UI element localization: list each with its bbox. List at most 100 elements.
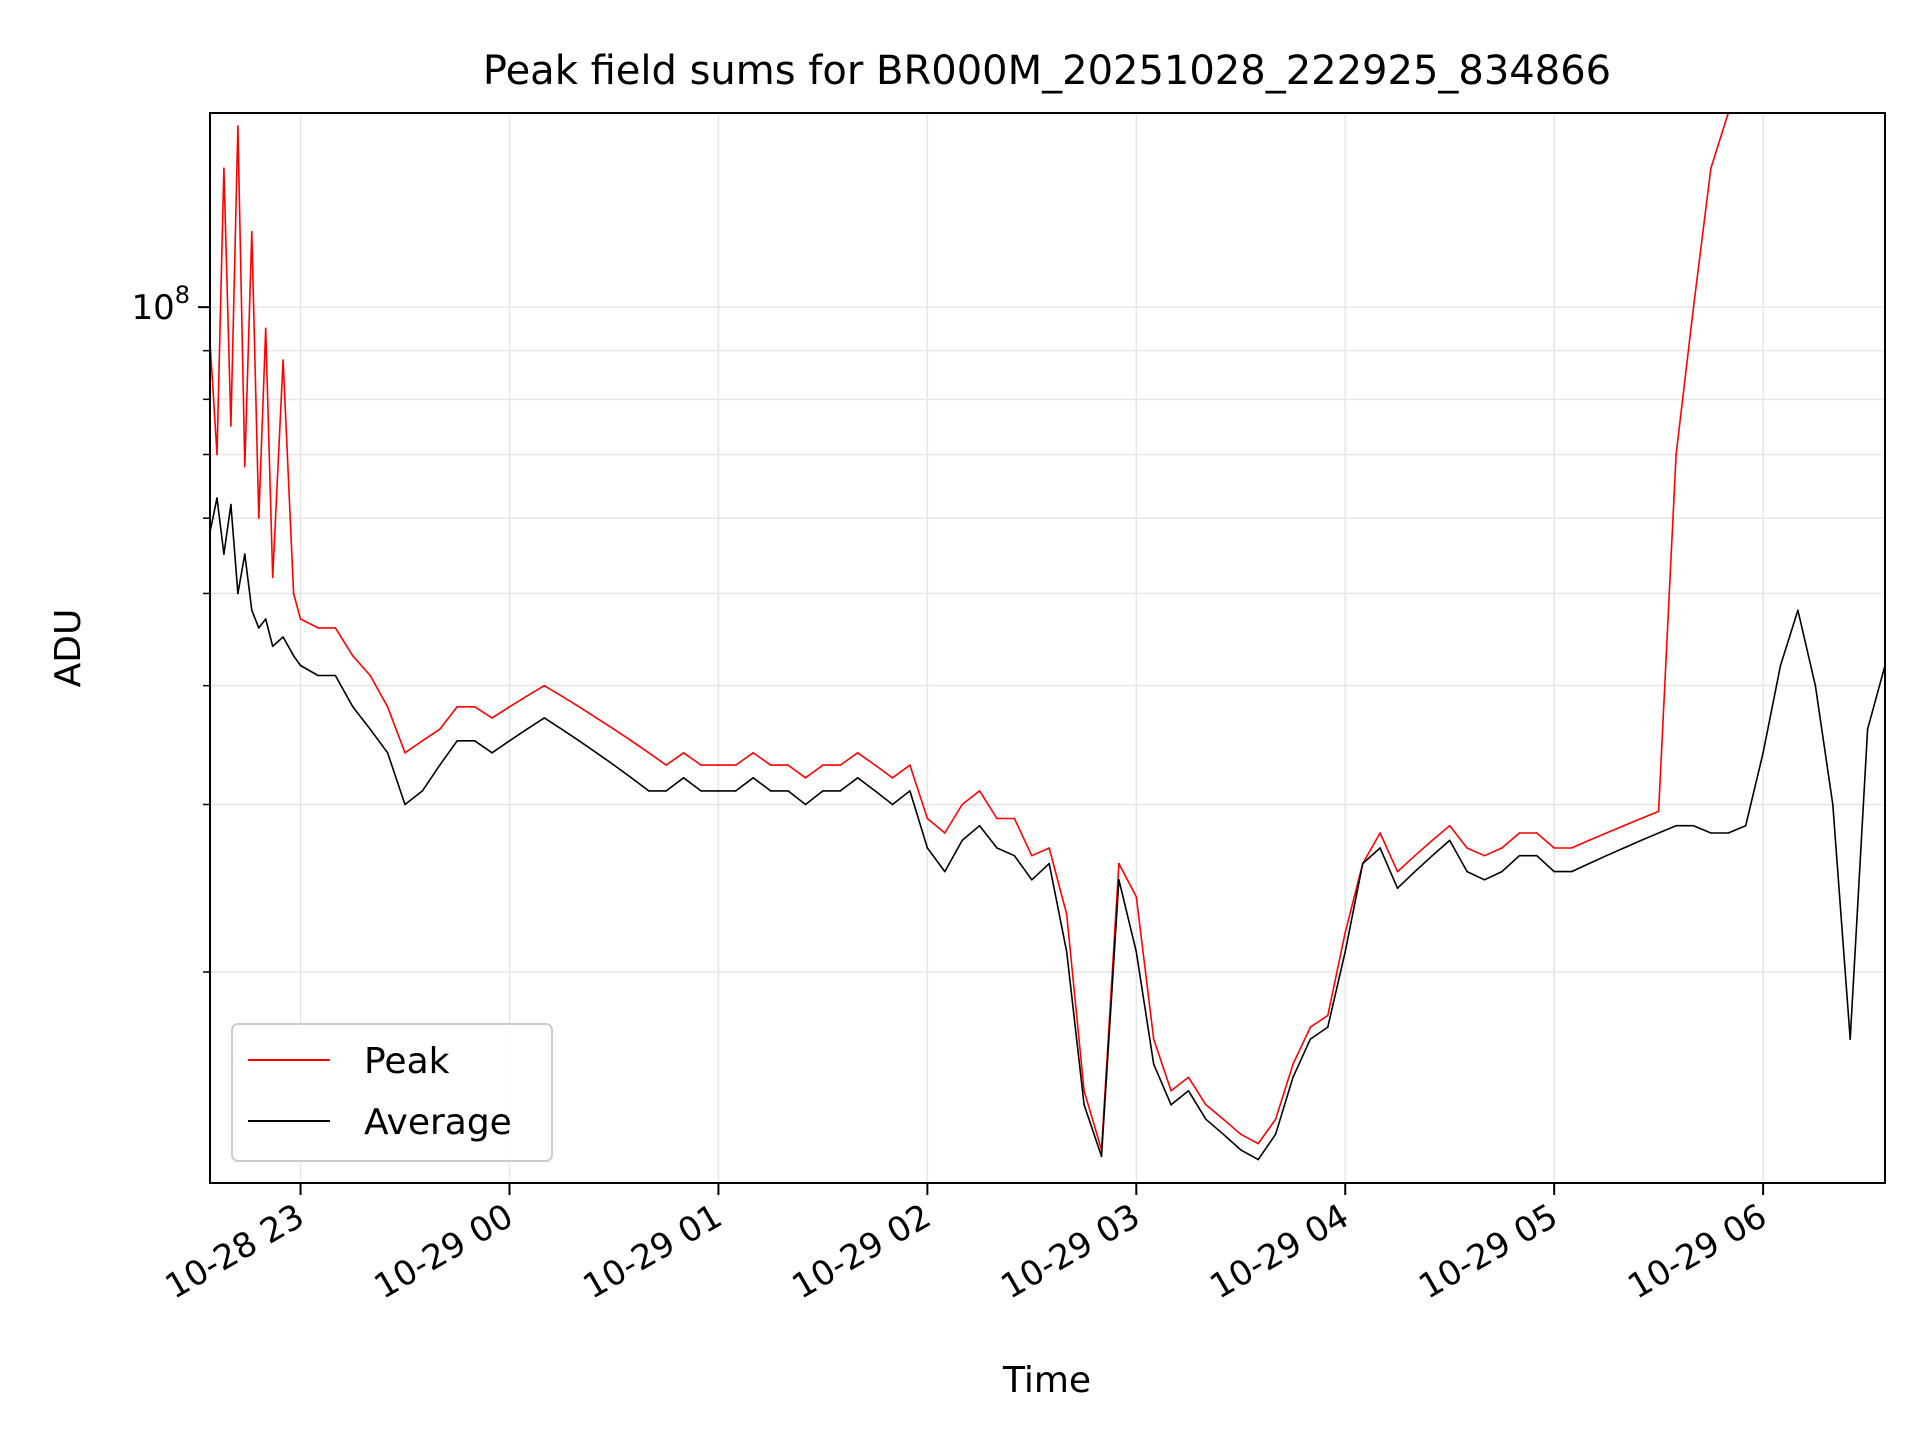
data-point-peak	[1152, 1038, 1155, 1040]
data-point-peak	[1675, 453, 1677, 456]
data-point-average	[421, 790, 424, 792]
data-point-average	[1849, 1038, 1851, 1040]
data-point-average	[1814, 684, 1817, 687]
legend-label-average: Average	[364, 1102, 512, 1143]
data-point-average	[369, 728, 372, 730]
data-point-peak	[230, 425, 232, 427]
data-point-average	[1779, 664, 1782, 667]
data-point-average	[317, 674, 319, 677]
data-point-average	[926, 847, 929, 849]
data-point-peak	[1570, 847, 1573, 849]
data-point-average	[752, 777, 754, 779]
data-point-average	[251, 609, 253, 612]
data-point-average	[1083, 1104, 1085, 1106]
data-point-average	[543, 717, 546, 719]
data-point-peak	[216, 453, 218, 456]
data-point-average	[648, 790, 650, 792]
plot-area-frame	[209, 112, 1886, 1184]
data-point-peak	[421, 740, 424, 742]
data-point-peak	[1292, 1063, 1294, 1065]
data-point-average	[769, 790, 772, 792]
data-point-average	[404, 803, 406, 806]
data-point-average	[1588, 862, 1590, 865]
data-point-peak	[978, 790, 981, 792]
data-point-peak	[282, 359, 284, 361]
data-point-average	[271, 645, 274, 648]
data-point-peak	[996, 817, 998, 820]
data-point-average	[1118, 879, 1120, 881]
data-point-average	[456, 740, 459, 742]
data-point-average	[1466, 870, 1468, 873]
data-point-average	[891, 803, 894, 806]
data-point-average	[909, 790, 911, 792]
data-point-average	[839, 790, 842, 792]
data-point-average	[237, 592, 239, 595]
data-point-peak	[944, 832, 946, 834]
data-point-peak	[1031, 854, 1033, 857]
data-point-peak	[891, 777, 894, 779]
data-point-average	[216, 497, 218, 499]
data-point-average	[874, 790, 876, 792]
data-point-average	[1448, 839, 1451, 842]
data-point-average	[700, 790, 702, 792]
data-point-average	[508, 740, 511, 742]
data-point-average	[944, 870, 946, 873]
data-point-peak	[1379, 832, 1381, 834]
data-point-average	[961, 839, 963, 842]
data-point-average	[717, 790, 720, 792]
data-point-average	[299, 664, 302, 667]
data-point-peak	[1518, 832, 1521, 834]
series-line-peak	[209, 112, 1885, 1151]
data-point-peak	[1605, 832, 1608, 834]
data-point-average	[856, 777, 859, 779]
data-point-peak	[874, 764, 876, 766]
data-point-peak	[1013, 817, 1016, 820]
data-point-peak	[334, 627, 337, 629]
data-point-peak	[1710, 167, 1712, 169]
y-tick-label: 108	[131, 281, 190, 328]
data-point-peak	[244, 465, 246, 468]
data-point-peak	[1640, 817, 1642, 820]
legend-box	[231, 1023, 553, 1162]
data-point-peak	[369, 674, 372, 677]
data-point-average	[223, 553, 225, 555]
data-point-peak	[1536, 832, 1538, 834]
data-point-peak	[1170, 1090, 1172, 1092]
data-point-peak	[264, 327, 267, 330]
data-point-peak	[682, 752, 685, 754]
data-point-peak	[1483, 854, 1486, 857]
data-point-average	[439, 764, 441, 766]
data-point-peak	[258, 517, 260, 519]
data-point-peak	[630, 740, 633, 742]
data-point-average	[1292, 1076, 1294, 1079]
data-point-peak	[1118, 862, 1120, 865]
data-point-average	[630, 777, 633, 779]
data-point-average	[978, 824, 981, 827]
data-point-peak	[292, 592, 295, 595]
data-point-average	[1692, 824, 1695, 827]
data-point-peak	[769, 764, 772, 766]
data-point-average	[665, 790, 667, 792]
legend: Peak Average	[231, 1023, 553, 1162]
data-point-average	[264, 618, 267, 620]
data-point-average	[526, 728, 528, 730]
data-point-peak	[1309, 1026, 1312, 1028]
data-point-average	[282, 636, 284, 638]
data-point-average	[1344, 951, 1346, 953]
data-point-average	[352, 706, 354, 708]
data-point-average	[1361, 862, 1364, 865]
data-point-peak	[926, 817, 929, 820]
data-point-peak	[1448, 824, 1451, 827]
data-point-peak	[543, 684, 546, 687]
data-point-average	[1501, 870, 1503, 873]
data-point-average	[1257, 1158, 1259, 1161]
data-point-average	[1710, 832, 1712, 834]
data-point-average	[1483, 879, 1486, 881]
legend-label-peak: Peak	[364, 1041, 450, 1082]
data-point-average	[1135, 951, 1138, 953]
data-point-average	[1797, 609, 1799, 612]
data-point-average	[1100, 1155, 1103, 1158]
data-point-average	[1744, 824, 1747, 827]
data-point-average	[996, 847, 998, 849]
